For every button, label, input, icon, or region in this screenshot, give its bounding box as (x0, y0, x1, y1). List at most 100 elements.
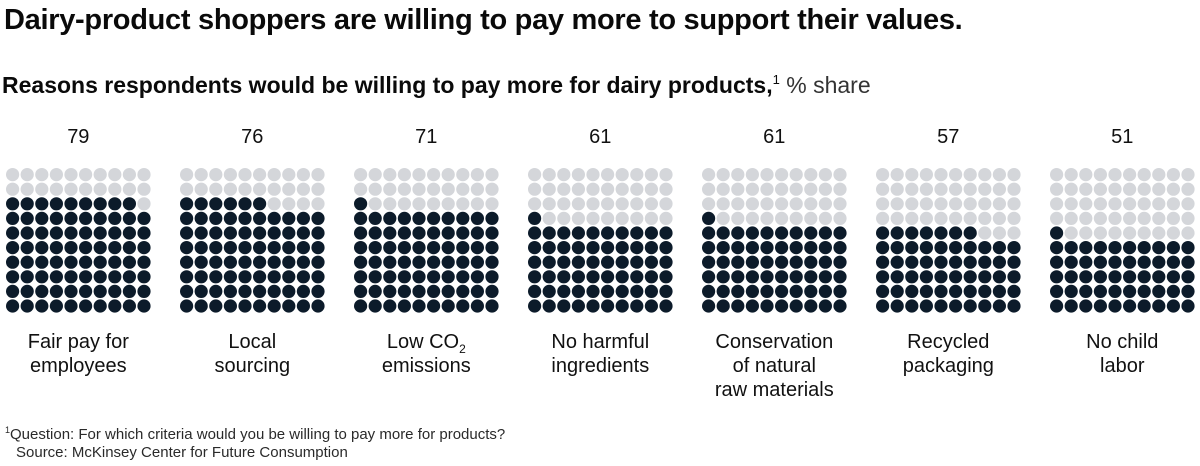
waffle-dot-filled (890, 270, 904, 284)
waffle-dot-filled (79, 270, 93, 284)
waffle-group (876, 168, 1021, 313)
waffle-dot-filled (890, 241, 904, 255)
waffle-dot-filled (209, 211, 223, 225)
waffle-dot-filled (108, 299, 122, 313)
waffle-dot-empty (818, 197, 833, 211)
waffle-dot-empty (557, 182, 571, 196)
waffle-dot-filled (586, 241, 600, 255)
waffle-dot-empty (760, 182, 774, 196)
waffle-dot-filled (716, 270, 730, 284)
waffle-dot-filled (456, 284, 470, 298)
waffle-dot-filled (6, 197, 20, 211)
waffle-dot-empty (1181, 226, 1195, 240)
waffle-dot-filled (775, 226, 789, 240)
waffle-dot-filled (731, 299, 745, 313)
waffle-dot-filled (789, 270, 803, 284)
waffle-dot-empty (397, 182, 411, 196)
category-label-line: Local (228, 331, 277, 353)
waffle-dot-filled (949, 241, 963, 255)
waffle-dot-filled (441, 284, 455, 298)
waffle-dot-filled (412, 211, 426, 225)
waffle-dot-filled (238, 255, 252, 269)
waffle-dot-empty (949, 197, 963, 211)
waffle-dot-filled (528, 241, 542, 255)
waffle-dot-filled (209, 197, 223, 211)
waffle-dot-filled (1181, 241, 1195, 255)
waffle-dot-filled (49, 226, 64, 240)
waffle-dot-filled (760, 284, 774, 298)
waffle-dot-filled (456, 255, 470, 269)
waffle-dot-filled (296, 211, 310, 225)
waffle-dot-empty (64, 182, 78, 196)
waffle-dot-empty (1064, 211, 1078, 225)
waffle-dot-filled (731, 226, 745, 240)
subtitle-unit: % share (786, 72, 871, 98)
waffle-dot-empty (108, 182, 122, 196)
waffle-dot-empty (311, 182, 325, 196)
waffle-dot-filled (412, 270, 426, 284)
waffle-dot-empty (1181, 182, 1195, 196)
waffle-dot-empty (267, 197, 281, 211)
waffle-dot-empty (1050, 211, 1064, 225)
waffle-dot-filled (354, 197, 368, 211)
waffle-dot-empty (528, 168, 542, 182)
waffle-dot-filled (702, 211, 716, 225)
waffle-dot-filled (702, 284, 716, 298)
waffle-dot-filled (209, 284, 223, 298)
waffle-dot-empty (485, 168, 499, 182)
waffle-dot-filled (441, 255, 455, 269)
waffle-dot-empty (1166, 211, 1180, 225)
waffle-dot-empty (630, 211, 644, 225)
waffle-dot-filled (659, 299, 673, 313)
waffle-dot-filled (905, 226, 919, 240)
waffle-dot-filled (789, 284, 803, 298)
waffle-dot-filled (876, 226, 890, 240)
waffle-dot-empty (6, 168, 20, 182)
waffle-dot-filled (180, 197, 194, 211)
waffle-dot-empty (659, 168, 673, 182)
waffle-dot-filled (79, 197, 93, 211)
waffle-dot-filled (1123, 241, 1137, 255)
waffle-dot-filled (6, 299, 20, 313)
waffle-dot-filled (716, 241, 730, 255)
waffle-dot-filled (1166, 299, 1180, 313)
waffle-dot-filled (137, 299, 151, 313)
waffle-dot-empty (1123, 211, 1137, 225)
waffle-dot-empty (644, 182, 659, 196)
waffle-dot-filled (557, 255, 571, 269)
waffle-dot-empty (180, 168, 194, 182)
waffle-dot-filled (1166, 255, 1180, 269)
waffle-dot-filled (441, 241, 455, 255)
waffle-dot-empty (601, 211, 615, 225)
waffle-dot-empty (1137, 182, 1151, 196)
waffle-dot-filled (978, 299, 992, 313)
waffle-dot-empty (978, 182, 992, 196)
waffle-dot-empty (745, 211, 760, 225)
waffle-dot-empty (282, 182, 296, 196)
waffle-dot-filled (20, 197, 34, 211)
waffle-dot-filled (20, 270, 34, 284)
waffle-dot-filled (775, 255, 789, 269)
waffle-dot-empty (775, 197, 789, 211)
waffle-dot-filled (368, 255, 382, 269)
category-label-line: labor (1100, 355, 1145, 377)
waffle-dot-filled (586, 284, 600, 298)
waffle-dot-filled (615, 255, 629, 269)
waffle-dot-empty (789, 168, 803, 182)
waffle-dot-empty (702, 168, 716, 182)
waffle-dot-filled (485, 211, 499, 225)
waffle-dot-filled (282, 241, 296, 255)
waffle-dot-empty (789, 197, 803, 211)
waffle-dot-empty (804, 168, 818, 182)
waffle-dot-filled (1137, 241, 1151, 255)
waffle-dot-empty (601, 197, 615, 211)
waffle-dot-filled (775, 241, 789, 255)
waffle-dot-empty (818, 168, 833, 182)
waffle-dot-filled (586, 226, 600, 240)
waffle-dot-filled (282, 211, 296, 225)
waffle-dot-filled (383, 226, 397, 240)
waffle-dot-filled (20, 299, 34, 313)
waffle-dot-filled (397, 226, 411, 240)
waffle-dot-empty (49, 168, 64, 182)
waffle-dot-empty (1007, 226, 1021, 240)
